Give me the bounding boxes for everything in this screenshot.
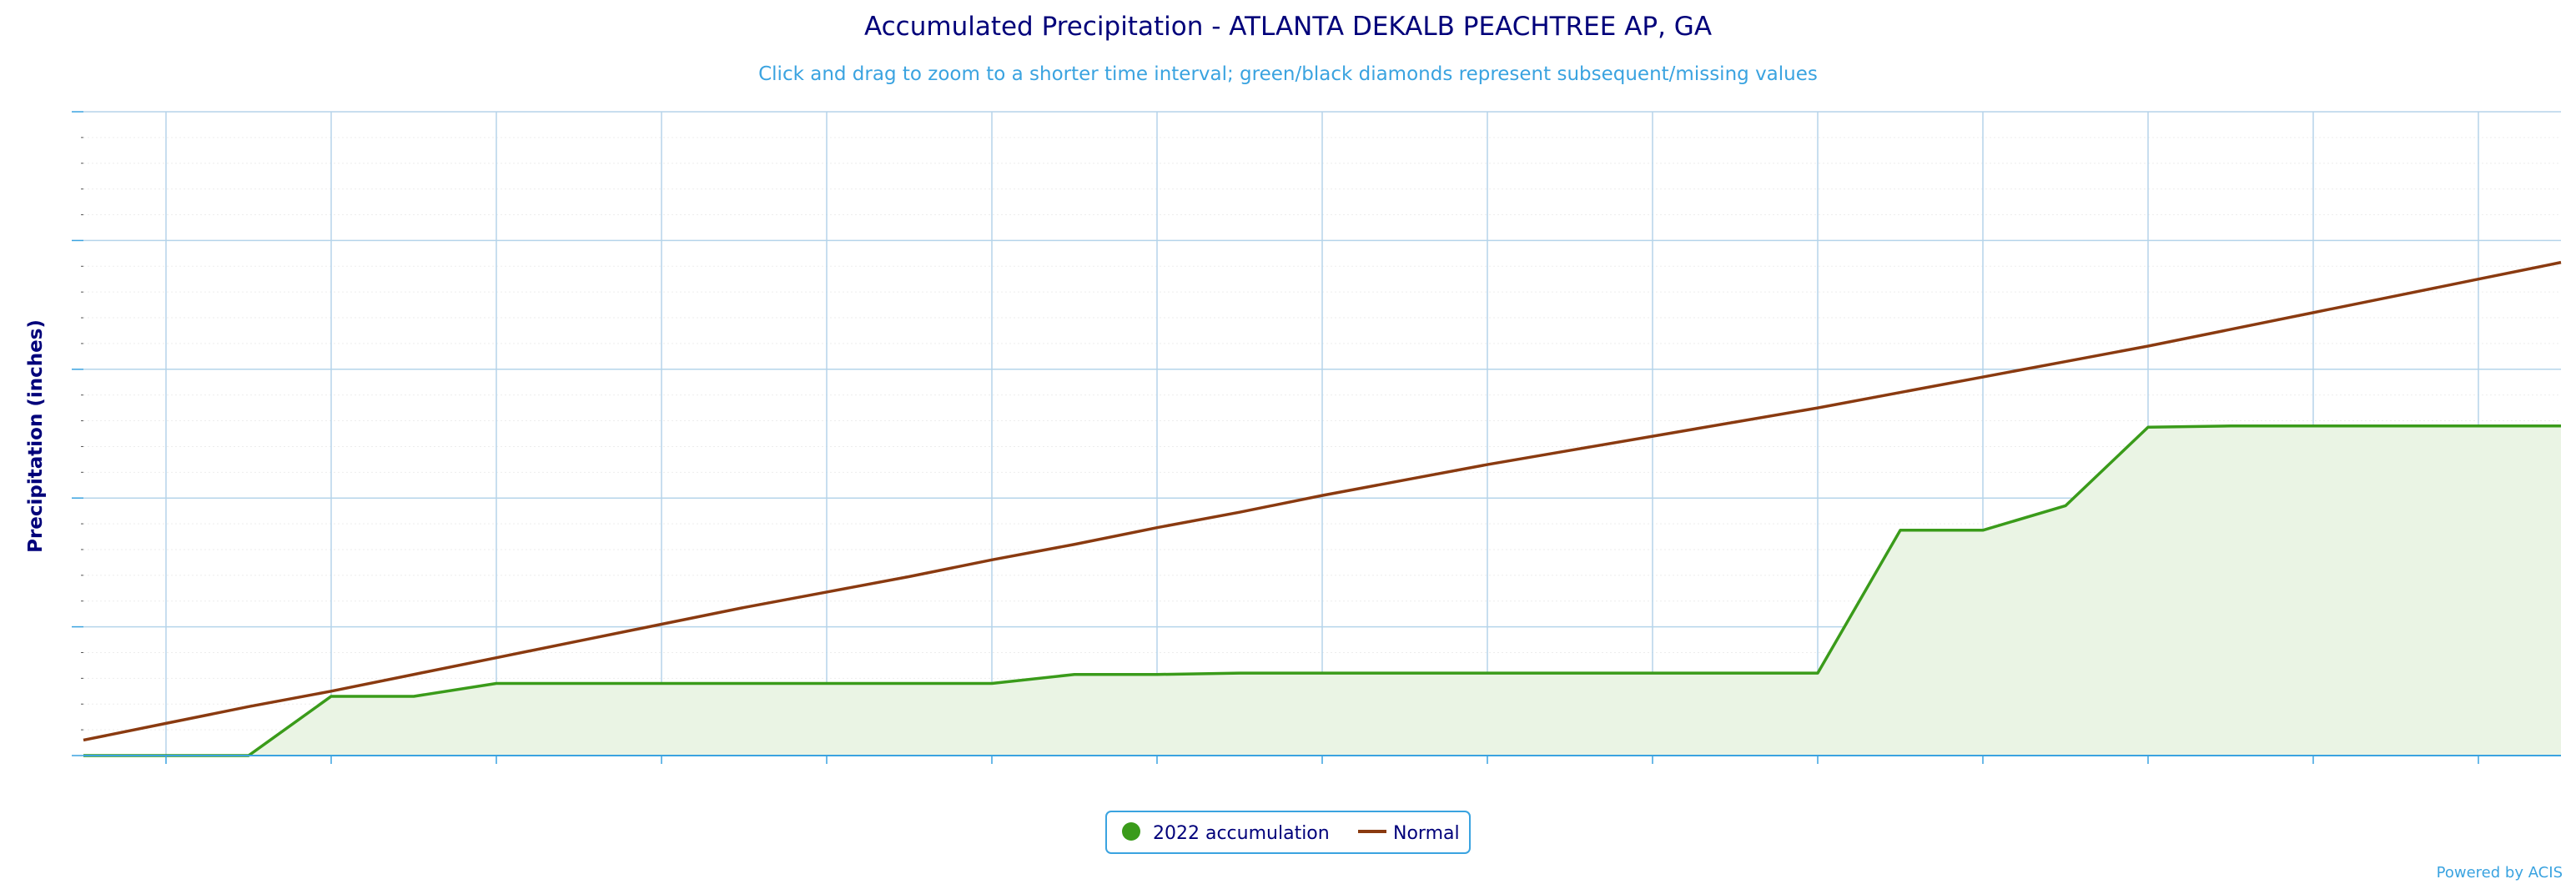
data-point [1569, 672, 1571, 674]
data-point [248, 706, 249, 707]
series-group [83, 260, 2562, 757]
data-point [2560, 262, 2562, 264]
data-point [661, 624, 662, 625]
data-point [413, 696, 415, 697]
data-point [496, 683, 497, 685]
data-point [826, 683, 828, 685]
data-point [1899, 392, 1901, 394]
legend-marker-2022 [1122, 822, 1140, 841]
data-point [1074, 674, 1075, 676]
data-point [1074, 544, 1075, 545]
data-point [991, 683, 993, 685]
data-point [908, 683, 910, 685]
data-point [2478, 279, 2479, 280]
data-point [83, 739, 84, 741]
data-point [1734, 672, 1736, 674]
series-line-0 [83, 424, 2561, 757]
data-point [413, 674, 415, 676]
series-line-1 [83, 260, 2562, 742]
data-point [826, 591, 828, 593]
data-point [1404, 672, 1406, 674]
data-point [661, 683, 662, 685]
data-point [1156, 527, 1158, 529]
data-point [2312, 425, 2314, 427]
data-point [1321, 495, 1323, 496]
chart-subtitle: Click and drag to zoom to a shorter time… [758, 63, 1818, 85]
data-point [1321, 672, 1323, 674]
data-point [2230, 425, 2231, 427]
data-point [2560, 425, 2562, 427]
data-point [496, 657, 497, 659]
data-point [743, 606, 745, 608]
data-point [1239, 672, 1240, 674]
data-point [330, 696, 332, 697]
data-point [1982, 530, 1984, 531]
data-point [2147, 426, 2149, 428]
data-point [578, 640, 580, 642]
legend-item-2022[interactable]: 2022 accumulation [1122, 822, 1330, 844]
data-point [1652, 672, 1653, 674]
data-point [165, 722, 167, 724]
legend-item-normal[interactable]: Normal [1358, 823, 1460, 844]
data-point [2147, 345, 2149, 347]
data-point [2065, 361, 2066, 363]
data-point [1487, 464, 1488, 465]
data-point [1817, 407, 1819, 409]
data-point [1982, 376, 1984, 378]
data-point [991, 559, 993, 560]
data-point [1569, 450, 1571, 451]
data-point [1239, 511, 1240, 513]
data-point [2395, 295, 2397, 297]
y-axis-label: Precipitation (inches) [25, 319, 47, 553]
data-point [1156, 674, 1158, 676]
data-point [1487, 672, 1488, 674]
chart-title: Accumulated Precipitation - ATLANTA DEKA… [864, 12, 1712, 42]
series-area-0 [83, 425, 2561, 756]
legend[interactable]: 2022 accumulation Normal [1105, 811, 1471, 854]
legend-label-2022: 2022 accumulation [1153, 823, 1330, 844]
data-point [743, 683, 745, 685]
data-point [908, 575, 910, 577]
credit-link[interactable]: Powered by ACIS [2436, 864, 2563, 881]
data-point [2478, 425, 2479, 427]
data-point [2230, 329, 2231, 330]
data-point [1899, 530, 1901, 531]
data-point [2065, 505, 2066, 506]
data-point [2395, 425, 2397, 427]
data-point [1404, 480, 1406, 481]
legend-box [1105, 811, 1471, 854]
axes [72, 111, 2561, 764]
data-point [330, 691, 332, 692]
legend-label-normal: Normal [1393, 823, 1460, 844]
data-point [1817, 672, 1819, 674]
data-point [2312, 312, 2314, 314]
data-point [1652, 435, 1653, 437]
data-point [578, 683, 580, 685]
data-point [1734, 421, 1736, 423]
